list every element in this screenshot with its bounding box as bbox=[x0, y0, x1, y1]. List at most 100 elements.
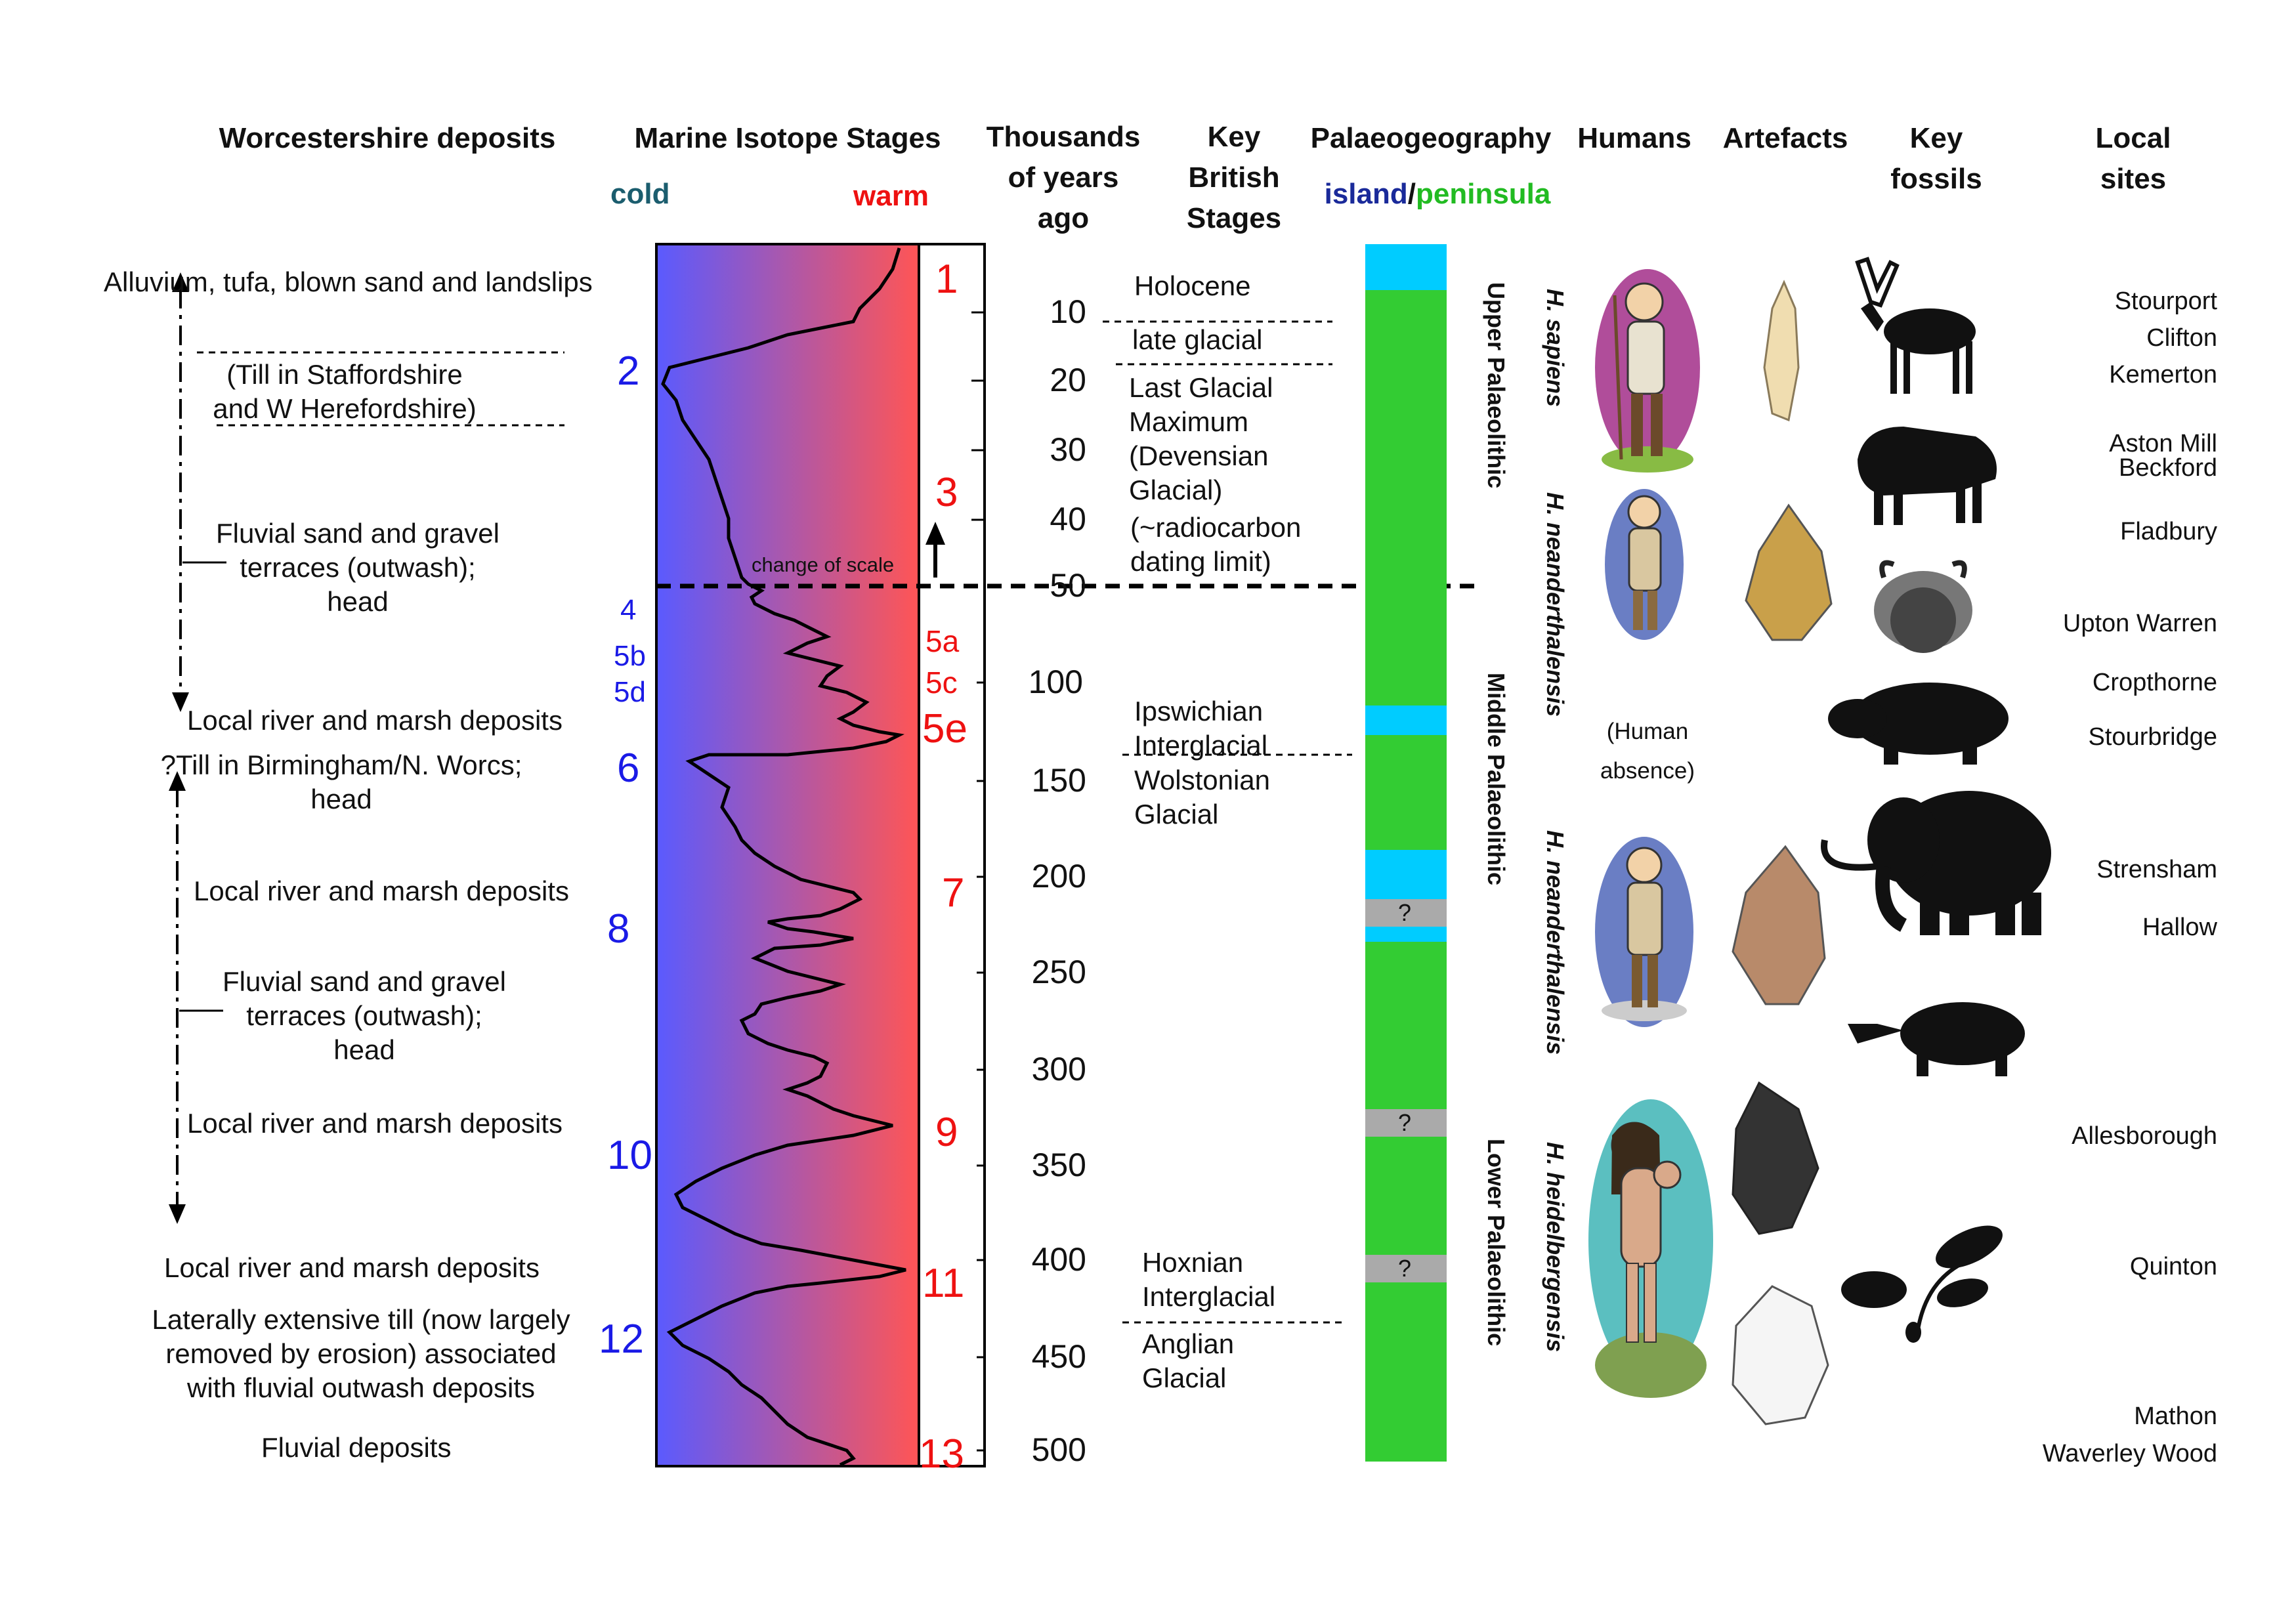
site-quinton: Quinton bbox=[2129, 1253, 2217, 1280]
deposit-till-staffordshire: (Till in Staffordshire and W Herefordshi… bbox=[213, 359, 477, 424]
mis-gradient-panel bbox=[655, 243, 920, 1467]
mis-warm-strip bbox=[918, 243, 986, 1467]
palaeo-island-mis7 bbox=[1365, 850, 1447, 942]
h-heidelbergensis-figure bbox=[1588, 1099, 1713, 1398]
humans-header: Humans bbox=[1577, 122, 1691, 154]
palaeo-unknown-mark-3: ? bbox=[1398, 1255, 1412, 1282]
deposit-laterally-extensive-till: Laterally extensive till (now largely re… bbox=[152, 1304, 570, 1403]
palaeogeography-header: Palaeogeography bbox=[1310, 122, 1552, 154]
site-mathon: Mathon bbox=[2134, 1402, 2217, 1430]
deposit-local-river-2: Local river and marsh deposits bbox=[194, 875, 569, 906]
mis-stage-10: 10 bbox=[607, 1133, 652, 1178]
deposit-fluvial-upper: Fluvial sand and gravel terraces (outwas… bbox=[216, 518, 500, 617]
species-h-heidelbergensis: H. heidelbergensis bbox=[1542, 1142, 1569, 1353]
site-cropthorne: Cropthorne bbox=[2092, 669, 2217, 696]
mis-stage-12: 12 bbox=[599, 1317, 644, 1362]
age-200: 200 bbox=[1031, 858, 1086, 895]
mis-header: Marine Isotope Stages bbox=[634, 122, 941, 154]
mis-stage-6: 6 bbox=[617, 746, 640, 791]
species-h-neanderthalensis-1: H. neanderthalensis bbox=[1542, 492, 1569, 717]
site-hallow: Hallow bbox=[2142, 914, 2217, 941]
deposit-local-river-4: Local river and marsh deposits bbox=[164, 1252, 540, 1283]
mis-stage-2: 2 bbox=[617, 348, 640, 394]
arrow-head bbox=[169, 771, 186, 791]
local-sites-header: Local sites bbox=[2095, 122, 2171, 195]
site-waverley-wood: Waverley Wood bbox=[2042, 1440, 2217, 1467]
reindeer-icon bbox=[1855, 257, 1976, 394]
age-axis bbox=[971, 244, 986, 1466]
stage-anglian: Anglian Glacial bbox=[1142, 1328, 1235, 1393]
mis-stage-9: 9 bbox=[935, 1110, 958, 1155]
stage-holocene: Holocene bbox=[1134, 270, 1251, 301]
period-upper-palaeolithic: Upper Palaeolithic bbox=[1483, 282, 1510, 489]
age-100: 100 bbox=[1028, 664, 1083, 700]
mis-stage-5b: 5b bbox=[614, 640, 646, 672]
palaeo-unknown-mark-1: ? bbox=[1398, 899, 1412, 926]
site-upton-warren: Upton Warren bbox=[2062, 610, 2217, 637]
site-stourport: Stourport bbox=[2114, 287, 2217, 315]
handaxe-drawing-artefact bbox=[1732, 1285, 1829, 1425]
mis-stage-1: 1 bbox=[935, 257, 958, 302]
british-stages-header: Key British Stages bbox=[1186, 121, 1282, 234]
age-150: 150 bbox=[1031, 762, 1086, 799]
period-lower-palaeolithic: Lower Palaeolithic bbox=[1483, 1139, 1510, 1347]
warm-label: warm bbox=[853, 180, 929, 212]
mis-stage-4: 4 bbox=[620, 594, 637, 626]
island-peninsula-legend: island/peninsula bbox=[1306, 174, 1569, 215]
site-strensham: Strensham bbox=[2096, 856, 2217, 883]
age-10: 10 bbox=[1050, 293, 1086, 330]
species-h-neanderthalensis-2: H. neanderthalensis bbox=[1542, 830, 1569, 1055]
stage-late-glacial: late glacial bbox=[1132, 324, 1263, 355]
arrow-head bbox=[172, 692, 189, 712]
isotope-curve bbox=[661, 247, 906, 1467]
mis-stage-11: 11 bbox=[922, 1261, 965, 1306]
mis-stage-8: 8 bbox=[607, 906, 630, 952]
palaeo-unknown-2 bbox=[1365, 1109, 1447, 1137]
slash-label: / bbox=[1407, 178, 1416, 210]
palaeo-unknown-3 bbox=[1365, 1255, 1447, 1282]
mis-stage-5d: 5d bbox=[614, 676, 646, 708]
deposits-header: Worcestershire deposits bbox=[219, 122, 556, 154]
age-350: 350 bbox=[1031, 1147, 1086, 1183]
site-aston-mill-beckford: Aston Mill Beckford bbox=[2109, 430, 2217, 482]
deposit-local-river-3: Local river and marsh deposits bbox=[187, 1108, 563, 1139]
age-30: 30 bbox=[1050, 431, 1086, 468]
stage-radiocarbon-limit: (~radiocarbon dating limit) bbox=[1130, 512, 1302, 577]
age-450: 450 bbox=[1031, 1338, 1086, 1375]
human-absence-label: (Human absence) bbox=[1600, 719, 1695, 784]
h-sapiens-figure bbox=[1595, 269, 1700, 473]
handaxe-artefact-2 bbox=[1732, 845, 1826, 1005]
h-neanderthalensis-figure-2 bbox=[1595, 837, 1693, 1027]
palaeo-island-ipswichian bbox=[1365, 706, 1447, 735]
change-of-scale-label: change of scale bbox=[752, 553, 895, 576]
deposit-fluvial-lower: Fluvial sand and gravel terraces (outwas… bbox=[223, 966, 506, 1065]
site-clifton: Clifton bbox=[2146, 324, 2217, 352]
period-middle-palaeolithic: Middle Palaeolithic bbox=[1483, 673, 1510, 886]
stage-wolstonian: Wolstonian Glacial bbox=[1134, 765, 1271, 830]
mis-stage-5e: 5e bbox=[922, 706, 967, 751]
rhino-icon bbox=[1848, 1002, 2025, 1076]
deposit-fluvial: Fluvial deposits bbox=[261, 1432, 452, 1463]
mis-stage-13: 13 bbox=[919, 1431, 964, 1477]
handaxe-artefact-1 bbox=[1745, 503, 1833, 641]
site-kemerton: Kemerton bbox=[2109, 361, 2217, 389]
bison-icon bbox=[1858, 427, 1997, 525]
age-header: Thousands of years ago bbox=[986, 121, 1141, 234]
musk-ox-icon bbox=[1874, 560, 1972, 653]
blade-artefact bbox=[1763, 280, 1800, 422]
scale-arrow-head bbox=[925, 522, 945, 545]
h-neanderthalensis-figure-1 bbox=[1605, 489, 1684, 640]
mis-stage-3: 3 bbox=[935, 470, 958, 515]
island-label: island bbox=[1324, 178, 1408, 210]
age-20: 20 bbox=[1050, 362, 1086, 398]
age-40: 40 bbox=[1050, 501, 1086, 537]
arrow-head bbox=[169, 1204, 186, 1224]
site-allesborough: Allesborough bbox=[2072, 1122, 2217, 1150]
site-stourbridge: Stourbridge bbox=[2088, 723, 2217, 751]
handaxe-artefact-3 bbox=[1732, 1081, 1819, 1235]
cold-label: cold bbox=[610, 178, 670, 210]
stage-last-glacial-maximum: Last Glacial Maximum (Devensian Glacial) bbox=[1129, 372, 1273, 505]
age-250: 250 bbox=[1031, 954, 1086, 990]
stage-ipswichian: Ipswichian Interglacial bbox=[1134, 696, 1268, 761]
